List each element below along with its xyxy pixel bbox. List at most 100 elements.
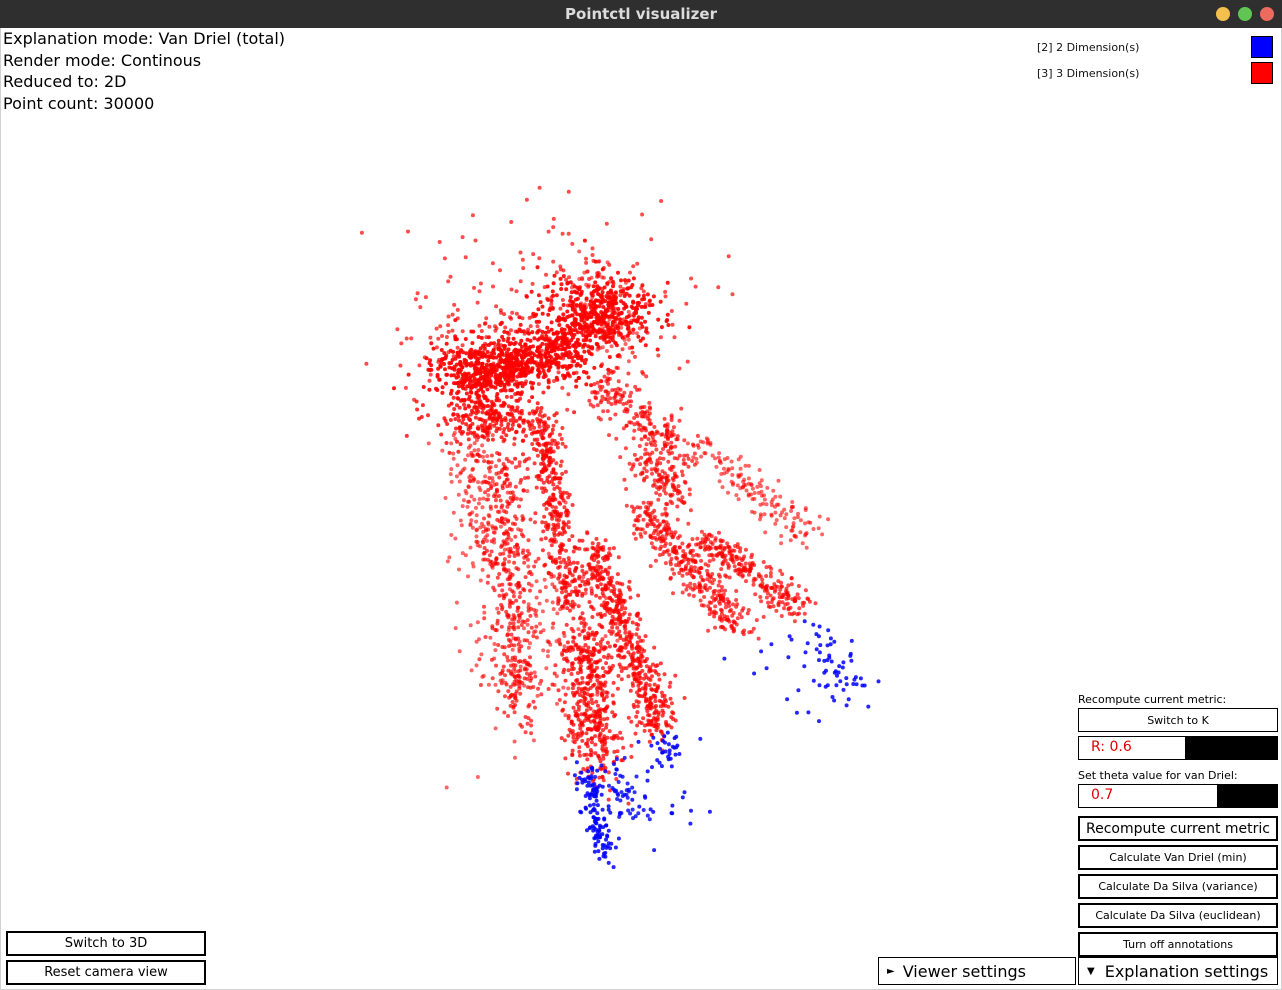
data-point bbox=[577, 655, 582, 660]
data-point bbox=[797, 606, 802, 611]
data-point bbox=[520, 358, 525, 363]
data-point bbox=[572, 577, 577, 582]
data-point bbox=[719, 618, 724, 623]
data-point bbox=[510, 460, 515, 465]
data-point bbox=[665, 502, 670, 507]
data-point bbox=[669, 530, 674, 535]
data-point bbox=[456, 396, 461, 401]
data-point bbox=[471, 478, 476, 483]
data-point bbox=[510, 426, 515, 431]
data-point bbox=[474, 405, 479, 410]
data-point bbox=[513, 655, 517, 660]
data-point bbox=[507, 554, 512, 559]
data-point bbox=[658, 450, 663, 455]
data-point bbox=[637, 635, 642, 640]
data-point bbox=[549, 327, 554, 332]
data-point bbox=[484, 316, 489, 321]
data-point bbox=[456, 492, 461, 497]
data-point bbox=[594, 727, 598, 732]
data-point bbox=[743, 561, 748, 566]
data-point bbox=[549, 355, 554, 360]
data-point bbox=[653, 664, 658, 669]
data-point bbox=[591, 652, 596, 657]
data-point bbox=[490, 624, 495, 629]
data-point bbox=[624, 619, 629, 624]
data-point bbox=[556, 688, 561, 693]
data-point bbox=[784, 512, 789, 517]
data-point bbox=[569, 290, 574, 295]
data-point bbox=[561, 685, 566, 690]
data-point bbox=[647, 739, 652, 744]
data-point bbox=[593, 552, 598, 557]
data-point bbox=[420, 403, 425, 408]
data-point bbox=[480, 434, 485, 439]
data-point bbox=[547, 456, 552, 461]
data-point bbox=[658, 456, 662, 461]
data-point bbox=[664, 520, 669, 525]
data-point bbox=[592, 289, 597, 293]
data-point bbox=[480, 567, 485, 572]
data-point bbox=[658, 661, 663, 666]
data-point bbox=[642, 452, 647, 457]
data-point bbox=[470, 561, 475, 566]
data-point bbox=[535, 437, 540, 442]
data-point bbox=[595, 583, 600, 588]
data-point bbox=[483, 321, 488, 326]
data-point bbox=[506, 568, 511, 573]
maximize-button[interactable] bbox=[1238, 7, 1252, 21]
data-point bbox=[714, 596, 718, 601]
data-point bbox=[585, 757, 590, 762]
data-point bbox=[691, 553, 696, 558]
data-point bbox=[514, 429, 519, 434]
data-point bbox=[644, 326, 649, 331]
data-point bbox=[450, 357, 455, 362]
data-point bbox=[486, 522, 491, 527]
data-point bbox=[680, 495, 685, 500]
data-point bbox=[716, 583, 721, 588]
data-point bbox=[436, 423, 441, 428]
scatter-plot[interactable] bbox=[1, 28, 1281, 990]
data-point bbox=[576, 731, 581, 736]
data-point bbox=[469, 518, 474, 523]
data-point bbox=[550, 438, 555, 443]
data-point bbox=[606, 378, 611, 383]
minimize-button[interactable] bbox=[1216, 7, 1230, 21]
data-point bbox=[496, 610, 501, 615]
data-point bbox=[476, 448, 481, 452]
data-point bbox=[648, 677, 653, 682]
visualization-viewport[interactable]: Explanation mode: Van Driel (total) Rend… bbox=[0, 28, 1282, 990]
data-point bbox=[546, 649, 550, 654]
data-point bbox=[554, 331, 559, 336]
data-point bbox=[643, 530, 648, 535]
data-point bbox=[521, 488, 526, 493]
data-point bbox=[570, 686, 575, 691]
data-point bbox=[499, 343, 504, 348]
data-point bbox=[582, 711, 587, 716]
data-point bbox=[540, 548, 545, 553]
data-point bbox=[597, 681, 602, 686]
data-point bbox=[666, 704, 671, 709]
data-point bbox=[535, 417, 540, 421]
data-point bbox=[628, 313, 633, 318]
data-point bbox=[578, 285, 582, 290]
data-point bbox=[613, 412, 618, 417]
data-point bbox=[505, 411, 510, 416]
data-point bbox=[483, 474, 488, 479]
data-point bbox=[534, 624, 539, 629]
data-point bbox=[633, 384, 638, 389]
data-point bbox=[730, 613, 735, 618]
data-point bbox=[617, 629, 622, 634]
data-point bbox=[710, 572, 715, 576]
data-point bbox=[520, 257, 525, 262]
data-point bbox=[456, 384, 461, 389]
data-point bbox=[589, 736, 594, 741]
data-point bbox=[569, 285, 574, 290]
data-point bbox=[481, 454, 485, 459]
data-point bbox=[717, 574, 722, 579]
data-point bbox=[496, 643, 501, 647]
data-point bbox=[624, 487, 629, 491]
data-point bbox=[691, 594, 696, 598]
close-button[interactable] bbox=[1260, 7, 1274, 21]
data-point bbox=[671, 591, 675, 596]
data-point bbox=[716, 455, 721, 460]
